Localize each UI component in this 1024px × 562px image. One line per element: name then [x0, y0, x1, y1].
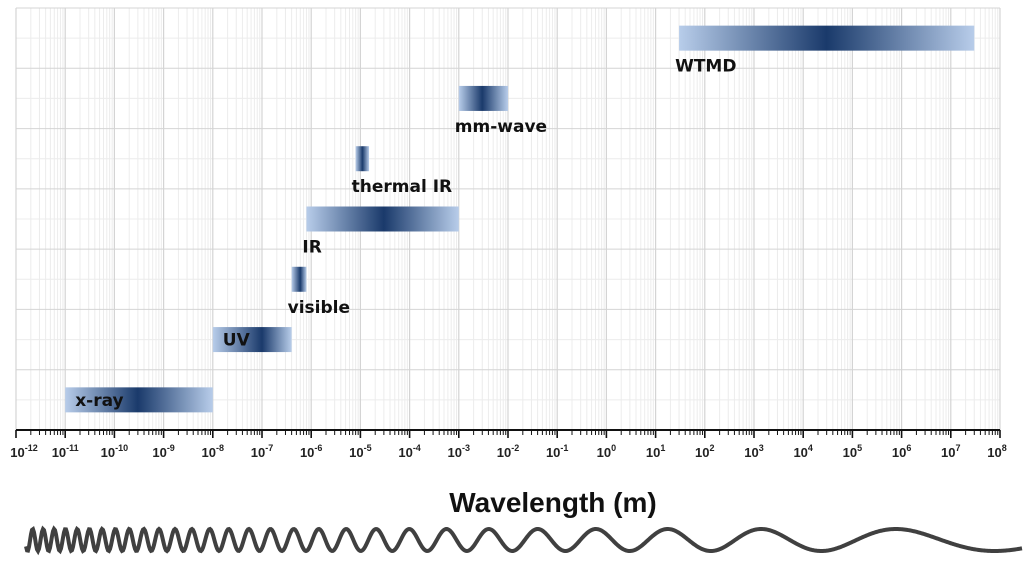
x-tick-label: 10-4 — [398, 443, 420, 460]
band-label: UV — [223, 331, 251, 351]
x-tick-label: 10-8 — [202, 443, 224, 460]
x-axis-title: Wavelength (m) — [449, 487, 656, 518]
chart-grid — [15, 7, 1001, 431]
x-tick-label: 10-6 — [300, 443, 322, 460]
band-bar — [306, 206, 459, 232]
x-tick-label: 10-11 — [52, 443, 79, 460]
band-bar — [291, 266, 307, 292]
x-tick-label: 107 — [941, 443, 960, 460]
x-tick-label: 10-12 — [10, 443, 37, 460]
band-label: x-ray — [75, 391, 123, 411]
x-tick-label: 10-1 — [546, 443, 568, 460]
x-axis: 10-12 10-11 10-10 10-9 10-8 10-7 10-6 10-5 10-4 1… — [10, 429, 1007, 460]
x-tick-label: 10-9 — [152, 443, 174, 460]
x-tick-label: 103 — [744, 443, 763, 460]
band-label: thermal IR — [352, 177, 453, 197]
band-label: IR — [302, 238, 321, 258]
x-tick-label: 101 — [646, 443, 665, 460]
band-bar — [355, 146, 370, 172]
wave-illustration — [24, 525, 1023, 556]
x-tick-label: 105 — [843, 443, 862, 460]
band-bar — [65, 387, 213, 413]
band-bar — [679, 25, 975, 51]
band-label: WTMD — [675, 57, 736, 77]
band-label: visible — [288, 298, 350, 318]
band-bar — [458, 85, 508, 111]
x-tick-label: 10-5 — [349, 443, 371, 460]
x-tick-label: 104 — [793, 443, 812, 460]
chart-bands: x-ray UV visible IR thermal IR mm-wave WTMD — [65, 25, 975, 413]
x-tick-label: 102 — [695, 443, 714, 460]
x-tick-label: 106 — [892, 443, 911, 460]
x-tick-label: 108 — [987, 443, 1006, 460]
x-tick-label: 10-3 — [448, 443, 470, 460]
x-tick-label: 10-7 — [251, 443, 273, 460]
x-tick-label: 10-2 — [497, 443, 519, 460]
band-bar — [212, 327, 292, 353]
band-label: mm-wave — [455, 117, 547, 137]
x-tick-label: 100 — [597, 443, 616, 460]
x-tick-label: 10-10 — [101, 443, 128, 460]
